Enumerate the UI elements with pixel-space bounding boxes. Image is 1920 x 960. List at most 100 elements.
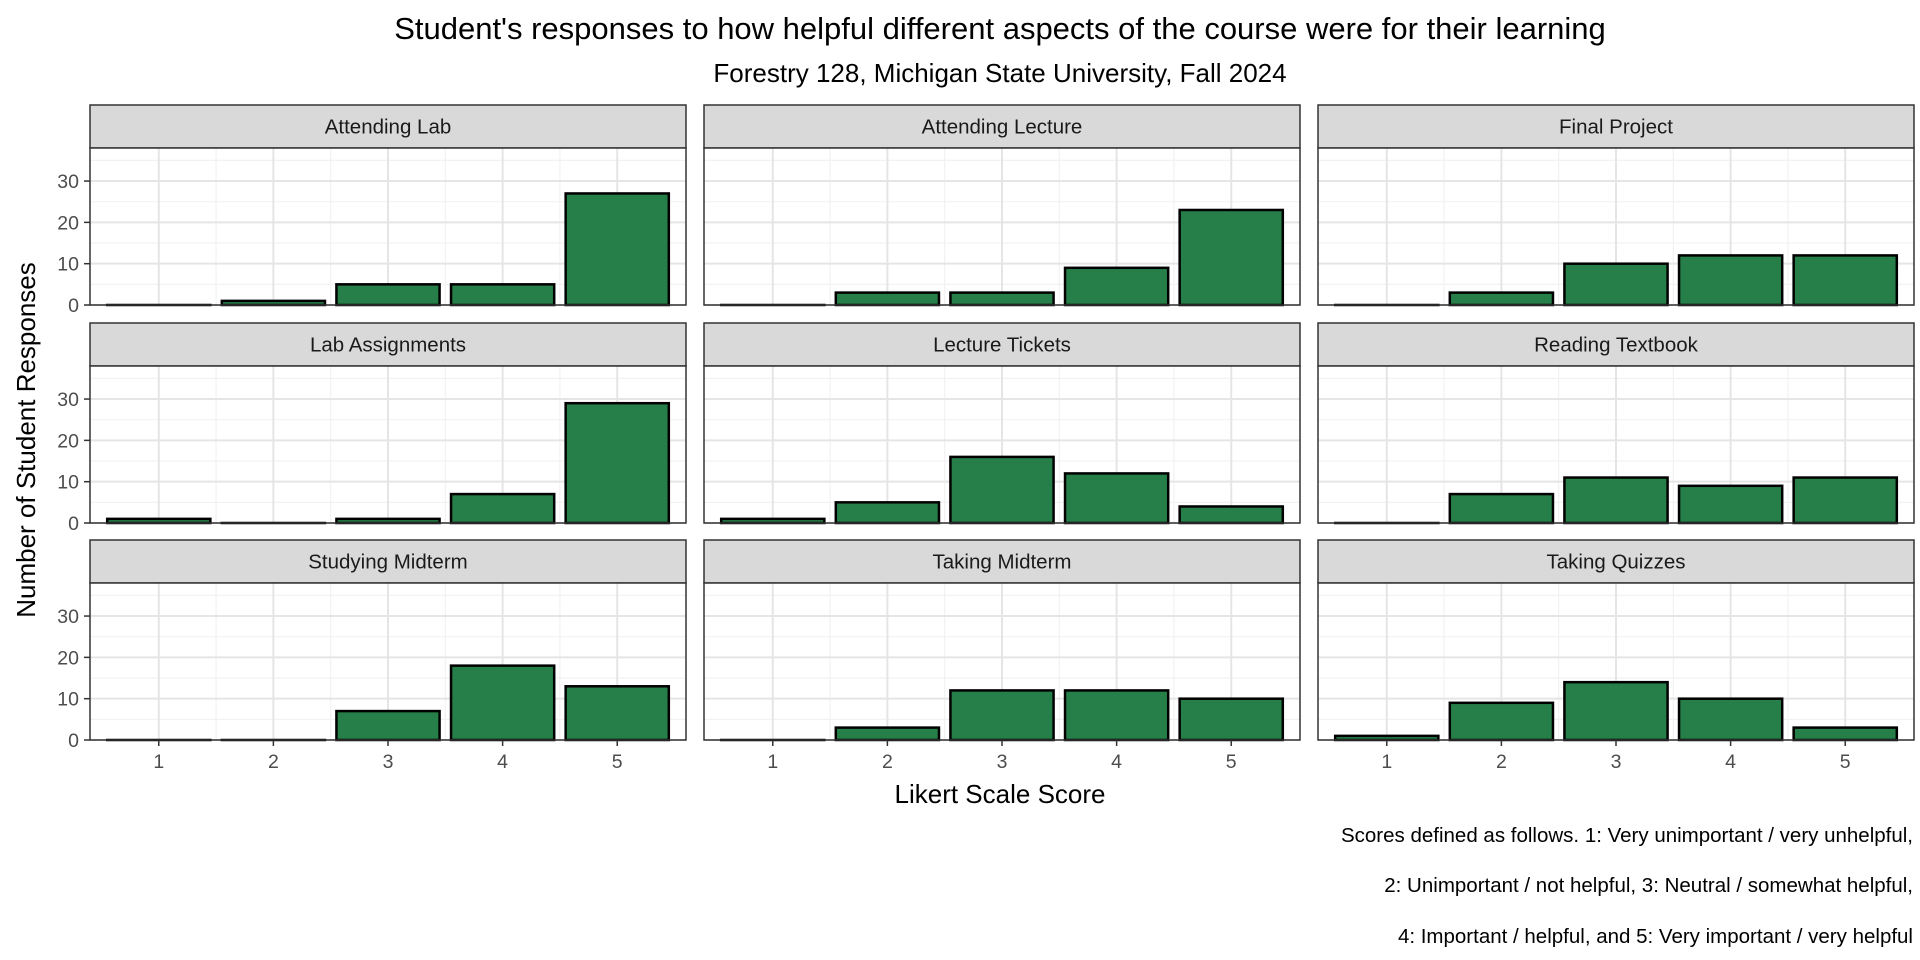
panel-border-final-project <box>1317 147 1915 306</box>
strip-final-project <box>1317 104 1915 149</box>
strip-lecture-tickets <box>703 322 1301 367</box>
x-tick-label: 3 <box>383 751 394 773</box>
panel-border-reading-textbook <box>1317 365 1915 524</box>
bar-reading-textbook-5 <box>1792 476 1899 525</box>
bar-lecture-tickets-3 <box>949 455 1055 525</box>
bar-taking-midterm-3 <box>949 689 1055 742</box>
y-tick-label: 20 <box>57 430 79 452</box>
x-tick-label: 2 <box>268 751 279 773</box>
x-tick-label: 3 <box>997 751 1008 773</box>
x-tick-label: 1 <box>153 751 164 773</box>
bar-lecture-tickets-4 <box>1063 472 1170 525</box>
bar-final-project-4 <box>1677 254 1784 307</box>
bar-reading-textbook-3 <box>1563 476 1669 525</box>
y-tick-label: 10 <box>57 689 79 711</box>
y-tick-label: 10 <box>57 254 79 276</box>
panel-attending-lab: Attending Lab 0 10 20 30 <box>57 104 687 317</box>
strip-studying-midterm <box>89 539 687 584</box>
y-tick-label: 0 <box>68 513 79 535</box>
strip-label-final-project: Final Project <box>1559 116 1673 139</box>
bar-taking-quizzes-4 <box>1677 697 1784 742</box>
x-tick-label: 1 <box>1381 751 1392 773</box>
bar-attending-lab-3 <box>335 283 441 307</box>
bar-attending-lab-5 <box>564 192 671 307</box>
caption-line-3: 4: Important / helpful, and 5: Very impo… <box>1398 925 1913 948</box>
bar-attending-lab-4 <box>449 283 556 307</box>
y-tick-label: 30 <box>57 606 79 628</box>
panel-border-lecture-tickets <box>703 365 1301 524</box>
panel-taking-quizzes: Taking Quizzes 1 2 3 4 5 <box>1317 539 1915 773</box>
bar-taking-midterm-2 <box>834 726 941 742</box>
y-tick-label: 0 <box>68 295 79 317</box>
bar-lab-assignments-4 <box>449 492 556 525</box>
y-tick-label: 0 <box>68 730 79 752</box>
strip-label-lab-assignments: Lab Assignments <box>310 334 466 357</box>
panel-border-lab-assignments <box>89 365 687 524</box>
bar-taking-quizzes-5 <box>1792 726 1899 742</box>
bar-studying-midterm-4 <box>449 664 556 742</box>
panel-lab-assignments: Lab Assignments 0 10 20 30 <box>57 322 687 535</box>
panel-border-attending-lab <box>89 147 687 306</box>
strip-reading-textbook <box>1317 322 1915 367</box>
bar-studying-midterm-3 <box>335 709 441 742</box>
bar-final-project-5 <box>1792 254 1899 307</box>
x-tick-label: 3 <box>1611 751 1622 773</box>
bar-attending-lecture-5 <box>1178 208 1285 307</box>
bar-taking-quizzes-3 <box>1563 680 1669 742</box>
y-tick-label: 30 <box>57 171 79 193</box>
strip-taking-midterm <box>703 539 1301 584</box>
panel-attending-lecture: Attending Lecture <box>703 104 1301 307</box>
panel-studying-midterm: Studying Midterm 0 10 20 30 1 2 3 4 5 <box>57 539 687 773</box>
y-tick-label: 20 <box>57 647 79 669</box>
panel-reading-textbook: Reading Textbook <box>1317 322 1915 525</box>
panel-lecture-tickets: Lecture Tickets <box>703 322 1301 525</box>
caption-line-1: Scores defined as follows. 1: Very unimp… <box>1341 824 1913 847</box>
y-axis-title: Number of Student Responses <box>11 262 41 618</box>
bar-reading-textbook-4 <box>1677 484 1784 525</box>
x-axis-title: Likert Scale Score <box>895 779 1106 809</box>
y-tick-label: 10 <box>57 472 79 494</box>
strip-label-attending-lab: Attending Lab <box>325 116 452 139</box>
panel-border-attending-lecture <box>703 147 1301 306</box>
bar-attending-lecture-2 <box>834 291 941 307</box>
x-tick-label: 2 <box>882 751 893 773</box>
x-tick-label: 5 <box>612 751 623 773</box>
panel-final-project: Final Project <box>1317 104 1915 307</box>
x-tick-label: 4 <box>497 751 508 773</box>
bar-lab-assignments-5 <box>564 401 671 525</box>
bar-attending-lecture-4 <box>1063 266 1170 307</box>
x-tick-label: 4 <box>1111 751 1122 773</box>
strip-attending-lab <box>89 104 687 149</box>
chart-title: Student's responses to how helpful diffe… <box>394 11 1606 46</box>
panel-taking-midterm: Taking Midterm 1 2 3 4 5 <box>703 539 1301 773</box>
bar-final-project-2 <box>1448 291 1555 307</box>
strip-label-lecture-tickets: Lecture Tickets <box>933 334 1071 357</box>
y-tick-label: 20 <box>57 212 79 234</box>
strip-label-taking-midterm: Taking Midterm <box>933 551 1072 574</box>
bar-lecture-tickets-5 <box>1178 505 1285 525</box>
bar-final-project-3 <box>1563 262 1669 307</box>
bar-reading-textbook-2 <box>1448 492 1555 525</box>
bar-attending-lecture-3 <box>949 291 1055 307</box>
strip-attending-lecture <box>703 104 1301 149</box>
bar-lecture-tickets-2 <box>834 501 941 525</box>
chart-subtitle: Forestry 128, Michigan State University,… <box>713 58 1286 88</box>
bar-taking-midterm-4 <box>1063 689 1170 742</box>
x-tick-label: 5 <box>1226 751 1237 773</box>
strip-taking-quizzes <box>1317 539 1915 584</box>
strip-label-attending-lecture: Attending Lecture <box>922 116 1083 139</box>
strip-label-taking-quizzes: Taking Quizzes <box>1546 551 1685 574</box>
x-tick-label: 4 <box>1725 751 1736 773</box>
y-tick-label: 30 <box>57 389 79 411</box>
bar-studying-midterm-5 <box>564 685 671 742</box>
caption-line-2: 2: Unimportant / not helpful, 3: Neutral… <box>1384 874 1913 897</box>
strip-label-reading-textbook: Reading Textbook <box>1534 334 1698 357</box>
x-tick-label: 5 <box>1840 751 1851 773</box>
bar-taking-quizzes-2 <box>1448 701 1555 742</box>
x-tick-label: 1 <box>767 751 778 773</box>
strip-label-studying-midterm: Studying Midterm <box>308 551 468 574</box>
bar-taking-midterm-5 <box>1178 697 1285 742</box>
x-tick-label: 2 <box>1496 751 1507 773</box>
